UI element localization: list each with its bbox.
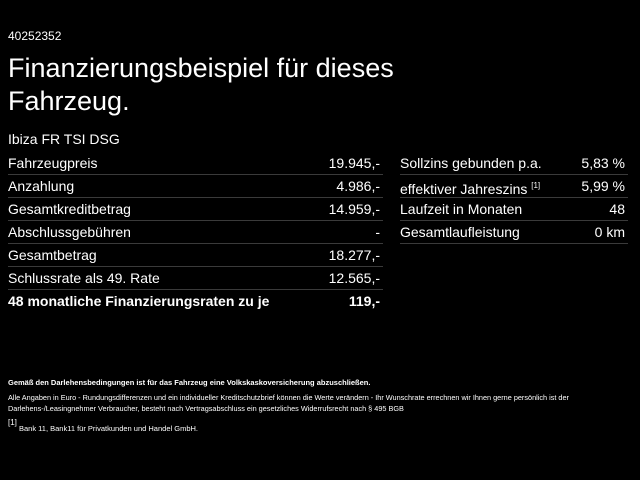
table-row: Abschlussgebühren - [8,221,383,244]
row-label: Laufzeit in Monaten [400,198,522,220]
row-value: 0 km [594,224,625,240]
footnote-mark: [1] [8,418,17,427]
row-label: Sollzins gebunden p.a. [400,152,542,174]
row-label-text: Laufzeit in Monaten [400,201,523,217]
title: Finanzierungsbeispiel für dieses Fahrzeu… [8,53,394,116]
row-value: 19.945,- [328,155,380,171]
row-label-text: Sollzins gebunden p.a. [400,155,542,171]
table-row: Schlussrate als 49. Rate 12.565,- [8,267,383,290]
table-row: Sollzins gebunden p.a. 5,83 % [400,152,628,175]
table-row: effektiver Jahreszins [1] 5,99 % [400,175,628,198]
footnote-text: Bank 11, Bank11 für Privatkunden und Han… [19,424,198,433]
disclaimer: Alle Angaben in Euro - Rundungsdifferenz… [8,393,569,413]
row-label-sup: [1] [531,181,541,190]
row-value: 48 [609,201,625,217]
row-label: Anzahlung [8,178,75,194]
row-value: 14.959,- [328,201,380,217]
id-number: 40252352 [8,29,62,43]
row-value: 12.565,- [328,270,380,286]
table-row: Fahrzeugpreis 19.945,- [8,152,383,175]
footnote: [1] Bank 11, Bank11 für Privatkunden und… [8,418,198,433]
row-label: Gesamtlaufleistung [400,221,520,243]
row-value: 119,- [348,293,380,309]
row-value: - [375,224,380,240]
row-label-text: Gesamtlaufleistung [400,224,520,240]
row-value: 5,83 % [581,155,625,171]
insurance-note: Gemäß den Darlehensbedingungen ist für d… [8,378,371,387]
row-label: Abschlussgebühren [8,224,131,240]
table-row: Gesamtlaufleistung 0 km [400,221,628,244]
row-value: 5,99 % [581,178,625,194]
row-value: 4.986,- [336,178,380,194]
table-row: Anzahlung 4.986,- [8,175,383,198]
row-label: 48 monatliche Finanzierungsraten zu je [8,293,270,309]
row-label: Schlussrate als 49. Rate [8,270,160,286]
row-label: Gesamtbetrag [8,247,97,263]
row-label-text: effektiver Jahreszins [400,181,528,197]
table-row: 48 monatliche Finanzierungsraten zu je 11… [8,290,383,312]
row-label: effektiver Jahreszins [1] [400,175,540,200]
table-row: Laufzeit in Monaten 48 [400,198,628,221]
row-label: Gesamtkreditbetrag [8,201,131,217]
model: Ibiza FR TSI DSG [8,131,120,147]
table-row: Gesamtbetrag 18.277,- [8,244,383,267]
table-row: Gesamtkreditbetrag 14.959,- [8,198,383,221]
row-label: Fahrzeugpreis [8,155,98,171]
row-value: 18.277,- [328,247,380,263]
